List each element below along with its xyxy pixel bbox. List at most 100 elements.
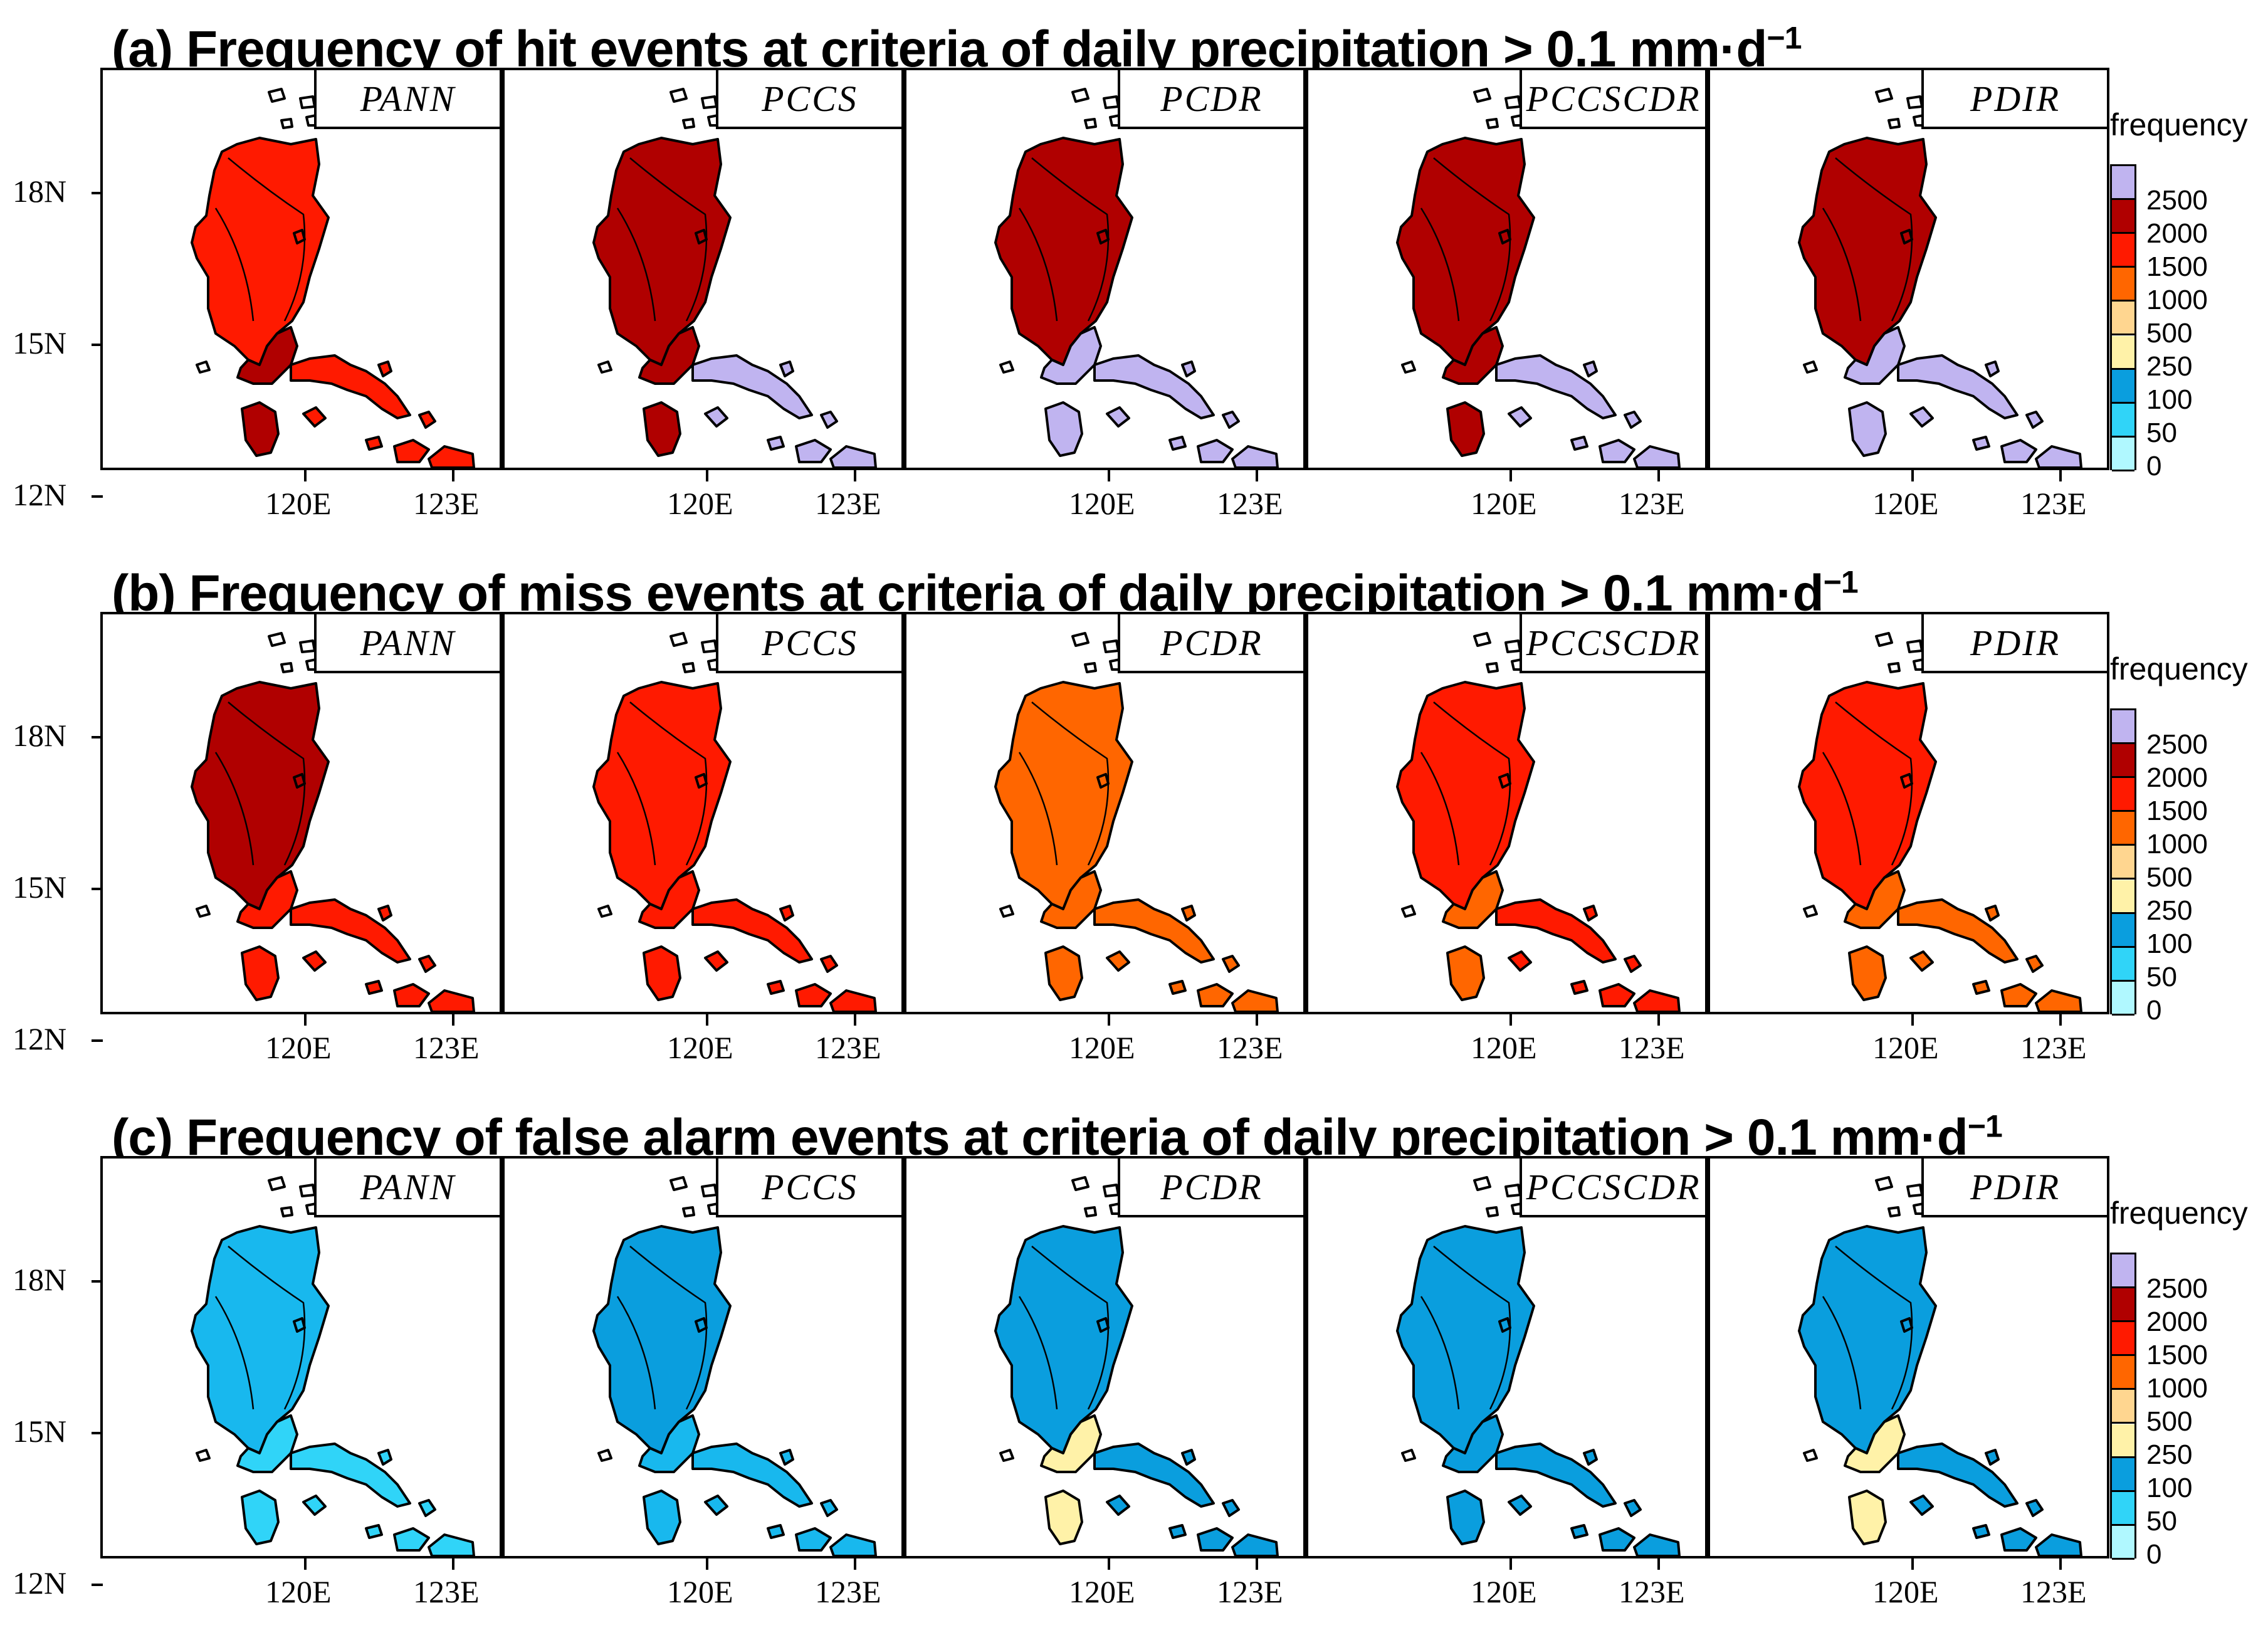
small-island [820,411,838,429]
small-island [196,360,211,374]
colorbar-level-label: 0 [2146,451,2162,481]
map-plot [1396,88,1681,468]
map-plot [1396,632,1681,1012]
small-island [999,1449,1014,1462]
x-axis-tick [2059,1558,2062,1570]
small-island [597,360,612,374]
small-island [1633,1533,1681,1556]
x-axis-label: 120E [265,486,332,521]
x-axis-label: 123E [2020,1030,2087,1065]
mindoro-island [643,1490,681,1545]
map-panel-pann: PANN [100,612,502,1014]
panel-label: PCCSCDR [1520,1159,1705,1217]
mindoro-island [1848,1490,1887,1545]
small-island [1071,88,1089,103]
small-island [377,360,392,377]
x-axis-label: 120E [1872,1574,1939,1609]
y-axis-tick [92,888,103,890]
contour-line [1835,1246,1913,1410]
x-axis-tick [1256,1014,1258,1026]
x-axis-label: 123E [413,1030,480,1065]
x-axis-label: 120E [1069,1030,1135,1065]
contour-line [1835,157,1913,322]
small-island [1972,436,1990,451]
small-island [682,1206,695,1217]
y-axis-label: 12N [13,477,67,512]
colorbar-level-label: 2000 [2146,218,2208,249]
colorbar [2110,1253,2136,1594]
colorbar-swatch [2112,268,2134,302]
small-island [1401,360,1416,374]
colorbar-level-label: 250 [2146,895,2193,926]
x-axis-label: 120E [1872,1030,1939,1065]
small-island [1486,1206,1499,1217]
small-island [1222,955,1240,973]
colorbar-swatch [2112,710,2134,744]
small-island [2000,983,2037,1007]
luzon-north-region [1396,1225,1535,1454]
mindoro-island [1044,945,1083,1001]
x-axis-label: 120E [1471,1574,1537,1609]
small-island [1803,360,1818,374]
bicol-region [1897,354,2019,419]
x-axis-label: 120E [1872,486,1939,521]
row-title-superscript: −1 [1767,20,1802,56]
mindoro-island [1848,401,1887,457]
x-axis-label: 120E [1471,486,1537,521]
small-island [701,95,718,109]
map-plot [1396,1176,1681,1556]
panel-label: PCDR [1118,614,1303,673]
contour-line [629,702,708,866]
colorbar-swatch [2112,1356,2134,1390]
colorbar-swatch [2112,1491,2134,1526]
colorbar-level-label: 1000 [2146,829,2208,859]
map-plot [191,632,475,1012]
small-island [1486,662,1499,673]
y-axis-tick [92,344,103,346]
small-island [795,983,832,1007]
x-axis-label: 123E [815,1574,881,1609]
small-island [701,639,718,653]
small-island [2025,955,2044,973]
luzon-north-region [994,137,1133,366]
small-island [779,360,794,377]
small-island [1084,118,1097,129]
small-island [1401,1449,1416,1462]
small-island [1473,632,1491,647]
contour-line [1031,157,1110,322]
small-island [1624,411,1642,429]
small-island [1504,1184,1521,1197]
colorbar-level-label: 100 [2146,384,2193,415]
x-axis-tick [2059,1014,2062,1026]
small-island [1624,1499,1642,1517]
contour-line [1822,1296,1862,1410]
small-island [302,1495,327,1516]
colorbar-level-label: 50 [2146,962,2177,992]
panel-label: PDIR [1921,614,2107,673]
x-axis-label: 123E [1217,486,1283,521]
small-island [1887,1206,1901,1217]
colorbar-level-label: 2000 [2146,762,2208,793]
small-island [1231,989,1279,1012]
small-island [682,118,695,129]
colorbar-swatch [2112,335,2134,370]
map-panel-pcdr: PCDR [904,1156,1306,1558]
x-axis-tick [1657,470,1660,481]
small-island [779,905,794,922]
x-axis-tick [1256,1558,1258,1570]
small-island [2025,411,2044,429]
contour-line [1420,208,1460,322]
colorbar-level-label: 0 [2146,995,2162,1026]
colorbar-level-label: 2500 [2146,729,2208,760]
y-axis-tick [92,736,103,738]
map-panel-pccscdr: PCCSCDR [1306,68,1708,470]
colorbar-level-label: 2500 [2146,1273,2208,1304]
map-panel-pccs: PCCS [502,612,904,1014]
small-island [393,983,430,1007]
small-island [1222,411,1240,429]
small-island [795,439,832,463]
colorbar-swatch [2112,880,2134,914]
panel-label: PCDR [1118,70,1303,129]
small-island [196,1449,211,1462]
mindoro-island [1848,945,1887,1001]
